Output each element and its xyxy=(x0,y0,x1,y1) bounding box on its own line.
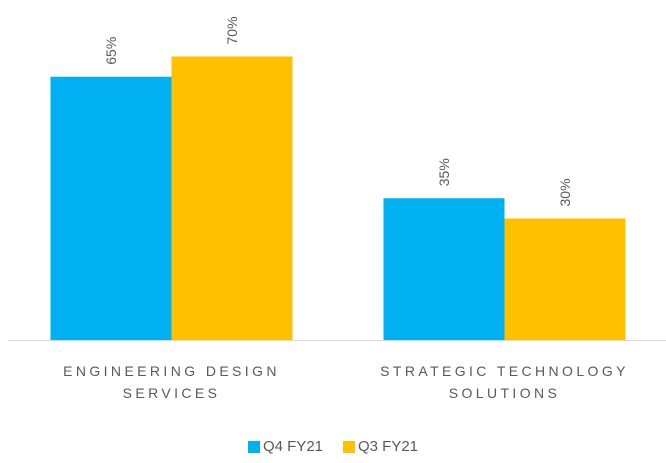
x-tick-label: ENGINEERING DESIGN SERVICES xyxy=(63,363,280,401)
bar xyxy=(171,56,293,340)
legend-swatch xyxy=(343,440,355,453)
data-label: 70% xyxy=(224,16,240,44)
legend-item: Q3 FY21 xyxy=(343,438,418,455)
bar xyxy=(50,76,172,340)
legend: Q4 FY21 Q3 FY21 xyxy=(0,438,666,455)
legend-label: Q3 FY21 xyxy=(358,438,419,455)
legend-label: Q4 FY21 xyxy=(262,438,323,455)
legend-item: Q4 FY21 xyxy=(247,438,323,455)
x-tick-label: STRATEGIC TECHNOLOGY SOLUTIONS xyxy=(380,363,629,401)
data-label: 30% xyxy=(557,178,573,206)
legend-swatch xyxy=(247,440,260,453)
bar xyxy=(383,198,505,340)
data-label: 35% xyxy=(436,158,452,186)
bar xyxy=(504,218,626,340)
data-label: 65% xyxy=(103,37,119,65)
